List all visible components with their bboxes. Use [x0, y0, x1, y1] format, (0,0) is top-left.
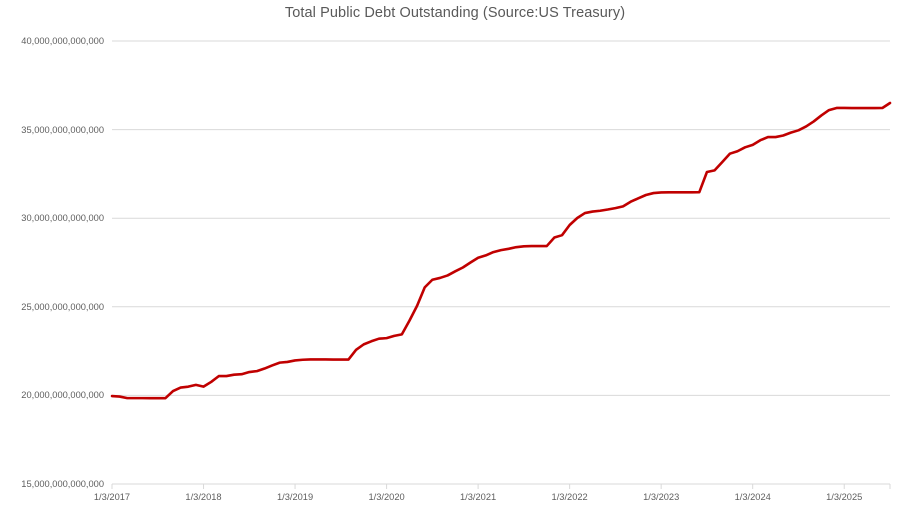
x-tick-label: 1/3/2019 [276, 492, 314, 502]
y-tick-label: 25,000,000,000,000 [21, 301, 104, 312]
series-line-total-public-debt [110, 101, 892, 400]
x-tick-label: 1/3/2018 [185, 492, 222, 502]
x-tick-label: 1/3/2022 [551, 492, 588, 502]
y-tick-label: 40,000,000,000,000 [21, 36, 104, 46]
chart-title: Total Public Debt Outstanding (Source:US… [284, 5, 626, 21]
x-tick-label: 1/3/2021 [460, 492, 497, 502]
y-tick-label: 35,000,000,000,000 [21, 124, 104, 135]
x-tick-label: 1/3/2025 [826, 492, 863, 502]
gridlines [112, 40, 890, 485]
x-tick-label: 1/3/2023 [643, 492, 680, 502]
y-tick-label: 30,000,000,000,000 [21, 213, 104, 224]
y-axis-tick-labels: 40,000,000,000,000 35,000,000,000,000 30,0… [0, 0, 104, 516]
x-tick-label: 1/3/2020 [368, 492, 405, 502]
x-axis-tick-marks [111, 484, 891, 489]
y-tick-label: 15,000,000,000,000 [21, 479, 104, 489]
y-tick-label: 20,000,000,000,000 [21, 390, 104, 401]
x-tick-label: 1/3/2024 [734, 492, 771, 502]
x-tick-label: 1/3/2017 [93, 492, 131, 502]
